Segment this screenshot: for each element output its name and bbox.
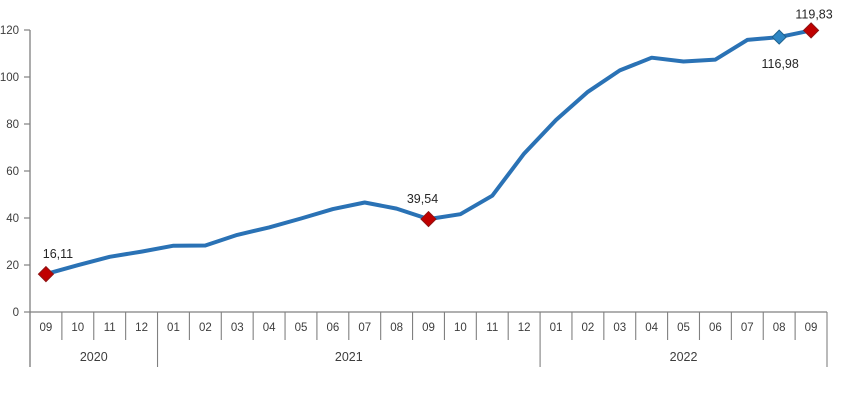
month-tick-label: 12 [518, 322, 531, 334]
month-tick-label: 05 [677, 322, 690, 334]
month-tick-label: 08 [390, 322, 403, 334]
month-tick-label: 09 [422, 322, 435, 334]
month-tick-label: 08 [773, 322, 786, 334]
month-tick-label: 02 [199, 322, 212, 334]
month-tick-label: 04 [645, 322, 658, 334]
data-point-label: 39,54 [407, 192, 438, 206]
diamond-marker [37, 265, 55, 283]
y-axis-tick-label: 100 [0, 72, 19, 84]
y-axis-tick-label: 20 [6, 260, 19, 272]
month-tick-label: 12 [135, 322, 148, 334]
year-label: 2020 [80, 350, 108, 364]
month-tick-label: 07 [741, 322, 754, 334]
month-tick-label: 05 [295, 322, 308, 334]
month-tick-label: 11 [104, 322, 116, 334]
diamond-marker [420, 210, 437, 228]
y-axis-tick-label: 40 [6, 213, 19, 225]
data-point-label: 16,11 [43, 247, 73, 261]
data-point-label: 116,98 [762, 57, 799, 71]
diamond-marker [802, 22, 820, 39]
y-axis-tick-label: 0 [13, 307, 19, 319]
diamond-marker [771, 29, 787, 45]
year-label: 2022 [670, 350, 698, 364]
month-tick-label: 09 [40, 322, 53, 334]
month-tick-label: 09 [805, 322, 818, 334]
y-axis-tick-label: 60 [6, 166, 19, 178]
month-tick-label: 01 [550, 322, 563, 334]
month-tick-label: 03 [613, 322, 626, 334]
month-tick-label: 01 [167, 322, 180, 334]
month-tick-label: 06 [326, 322, 339, 334]
month-tick-label: 03 [231, 322, 244, 334]
month-tick-label: 10 [454, 322, 467, 334]
year-label: 2021 [335, 350, 363, 364]
data-point-label: 119,83 [795, 7, 832, 21]
y-axis-tick-label: 120 [0, 25, 19, 37]
month-tick-label: 10 [71, 322, 84, 334]
month-tick-label: 11 [486, 322, 498, 334]
month-tick-label: 07 [358, 322, 371, 334]
month-tick-label: 04 [263, 322, 276, 334]
series-line [43, 28, 814, 277]
month-tick-label: 02 [582, 322, 595, 334]
month-tick-label: 06 [709, 322, 722, 334]
y-axis-tick-label: 80 [6, 119, 19, 131]
